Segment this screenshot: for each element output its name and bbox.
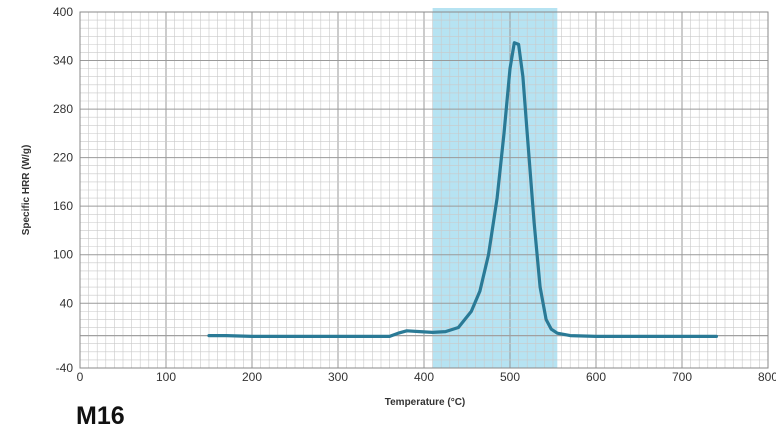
panel-label: M16 [76, 402, 125, 430]
x-tick-label: 300 [328, 370, 348, 384]
x-tick-label: 400 [414, 370, 434, 384]
y-axis-title: Specific HRR (W/g) [21, 145, 32, 236]
y-tick-label: 100 [53, 248, 73, 262]
y-tick-label: 40 [60, 296, 74, 310]
y-tick-label: -40 [56, 361, 74, 375]
highlight-band [432, 8, 558, 368]
y-tick-label: 340 [53, 54, 73, 68]
x-tick-label: 0 [77, 370, 84, 384]
y-tick-label: 280 [53, 102, 73, 116]
x-tick-label: 500 [500, 370, 520, 384]
grid-layer [79, 11, 769, 369]
x-tick-label: 600 [586, 370, 606, 384]
y-tick-label: 220 [53, 151, 73, 165]
x-tick-label: 200 [242, 370, 262, 384]
highlight-band-layer [432, 8, 558, 368]
plot-frame [79, 11, 769, 369]
series-line-layer [207, 41, 718, 338]
x-axis-title: Temperature (°C) [385, 397, 466, 408]
y-tick-label: 160 [53, 199, 73, 213]
x-tick-label: 100 [156, 370, 176, 384]
tick-label-layer: -40 40 100 160 220 280 340 400 0 100 200 300 400 500 6… [53, 5, 776, 384]
series-line-0 [207, 41, 718, 338]
x-tick-label: 700 [672, 370, 692, 384]
x-tick-label: 800 [758, 370, 776, 384]
y-tick-label: 400 [53, 5, 73, 19]
